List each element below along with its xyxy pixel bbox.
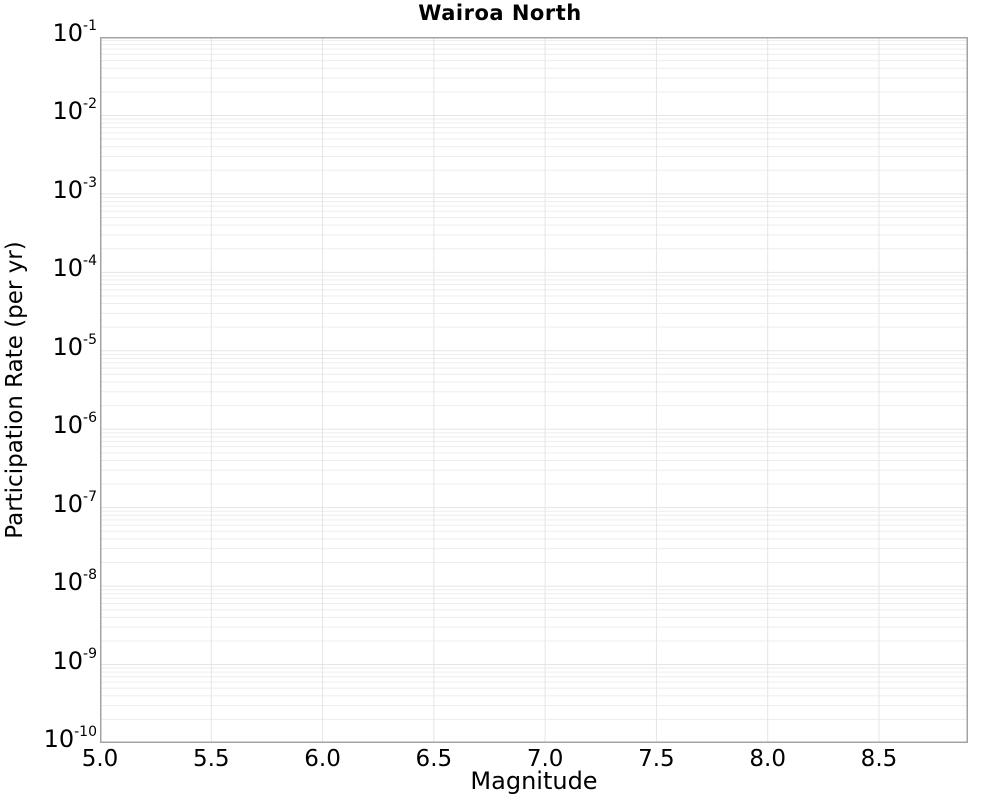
x-tick-label: 7.5	[638, 746, 675, 772]
y-tick-label: 10-2	[52, 96, 97, 126]
y-tick-label: 10-3	[52, 174, 97, 204]
y-tick-label: 10-1	[52, 18, 97, 47]
y-tick-label: 10-8	[52, 567, 97, 597]
x-tick-label: 6.5	[415, 746, 453, 772]
y-tick-label: 10-7	[52, 488, 97, 518]
x-tick-label: 8.5	[860, 746, 898, 772]
plot-border	[100, 37, 968, 743]
y-major-gridlines	[100, 37, 968, 743]
chart-title: Wairoa North	[418, 1, 582, 25]
x-tick-label: 6.0	[304, 746, 341, 772]
y-tick-label: 10-5	[52, 331, 97, 361]
y-tick-label: 10-4	[52, 253, 97, 283]
y-minor-gridlines	[100, 40, 968, 720]
y-tick-label: 10-6	[52, 410, 97, 440]
x-tick-label: 8.0	[749, 746, 786, 772]
y-tick-label: 10-9	[52, 645, 97, 675]
x-major-gridlines	[100, 37, 880, 743]
x-axis-title: Magnitude	[470, 767, 598, 795]
plot-area	[100, 37, 968, 743]
x-tick-label: 7.0	[526, 746, 564, 772]
y-tick-label: 10-10	[43, 724, 97, 753]
x-tick-label: 5.5	[192, 746, 230, 772]
x-tick-label: 5.0	[81, 746, 119, 772]
